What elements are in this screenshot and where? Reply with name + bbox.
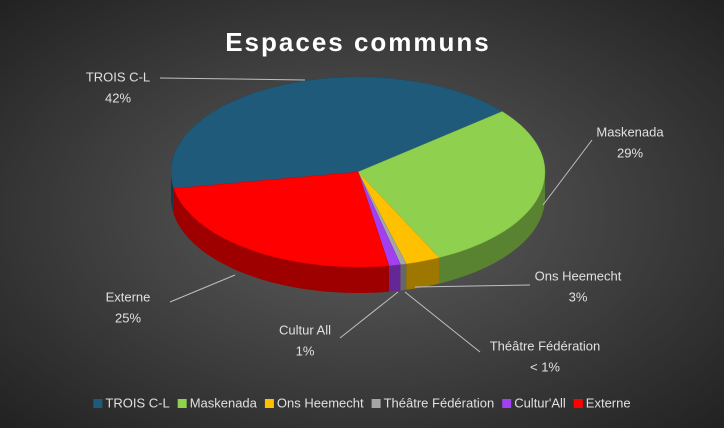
data-label: 3% — [569, 289, 588, 304]
legend-label: TROIS C-L — [105, 395, 169, 410]
legend-swatch — [502, 399, 512, 408]
legend-label: Théâtre Fédération — [384, 395, 495, 410]
legend-label: Externe — [586, 395, 631, 410]
data-label-name: Théâtre Fédération — [490, 338, 601, 353]
data-label-name: Externe — [106, 289, 151, 304]
slice — [173, 171, 390, 268]
legend-swatch — [371, 399, 381, 408]
legend-swatch — [573, 399, 583, 408]
slice — [170, 76, 503, 189]
leader-line — [414, 284, 531, 288]
leader-line — [339, 291, 399, 339]
legend-swatch — [264, 399, 274, 408]
slice-side — [389, 264, 401, 292]
data-label: 25% — [115, 310, 141, 325]
data-label: 29% — [617, 145, 643, 160]
legend-label: Cultur'All — [514, 395, 566, 410]
data-label-name: Cultur All — [279, 322, 331, 337]
slice-side — [173, 188, 389, 293]
slice-side — [439, 172, 545, 284]
slice — [357, 171, 440, 265]
data-label: 1% — [296, 343, 315, 358]
leader-line — [404, 291, 481, 353]
data-label-name: TROIS C-L — [86, 69, 150, 84]
leader-line — [159, 77, 306, 81]
legend-swatch — [93, 399, 103, 408]
leader-line — [542, 139, 593, 206]
chart-title: Espaces communs — [225, 27, 491, 57]
slice-side — [171, 172, 174, 215]
slice-side — [406, 257, 439, 290]
data-label-name: Ons Heemecht — [535, 268, 622, 283]
legend-label: Ons Heemecht — [277, 395, 364, 410]
legend-swatch — [177, 399, 187, 408]
slice-side — [400, 263, 407, 291]
legend-label: Maskenada — [190, 395, 258, 410]
data-label: < 1% — [530, 359, 560, 374]
data-label-name: Maskenada — [596, 124, 664, 139]
leader-line — [169, 274, 236, 303]
data-label: 42% — [105, 90, 131, 105]
